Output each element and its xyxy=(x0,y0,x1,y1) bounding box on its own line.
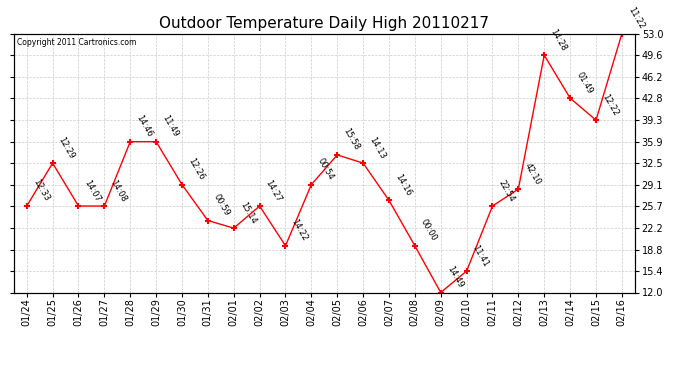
Text: 14:07: 14:07 xyxy=(83,178,102,203)
Text: 11:49: 11:49 xyxy=(160,114,180,139)
Text: 00:59: 00:59 xyxy=(212,193,232,218)
Text: 14:27: 14:27 xyxy=(264,178,284,203)
Text: 42:10: 42:10 xyxy=(522,161,542,186)
Text: 01:49: 01:49 xyxy=(574,70,594,95)
Title: Outdoor Temperature Daily High 20110217: Outdoor Temperature Daily High 20110217 xyxy=(159,16,489,31)
Text: 14:13: 14:13 xyxy=(367,135,387,160)
Text: 00:00: 00:00 xyxy=(419,218,439,243)
Text: 14:16: 14:16 xyxy=(393,172,413,198)
Text: 12:22: 12:22 xyxy=(600,92,620,117)
Text: Copyright 2011 Cartronics.com: Copyright 2011 Cartronics.com xyxy=(17,38,137,46)
Text: 12:26: 12:26 xyxy=(186,157,206,182)
Text: 12:29: 12:29 xyxy=(57,135,77,160)
Text: 14:08: 14:08 xyxy=(108,178,128,203)
Text: 14:28: 14:28 xyxy=(549,27,568,53)
Text: 15:58: 15:58 xyxy=(342,127,361,152)
Text: 14:46: 14:46 xyxy=(135,114,154,139)
Text: 22:54: 22:54 xyxy=(497,178,516,203)
Text: 14:49: 14:49 xyxy=(445,265,464,290)
Text: 14:22: 14:22 xyxy=(290,218,309,243)
Text: 12:33: 12:33 xyxy=(31,178,50,203)
Text: 00:54: 00:54 xyxy=(315,157,335,182)
Text: 15:14: 15:14 xyxy=(238,200,257,225)
Text: 11:22: 11:22 xyxy=(626,6,646,31)
Text: 11:41: 11:41 xyxy=(471,243,491,268)
